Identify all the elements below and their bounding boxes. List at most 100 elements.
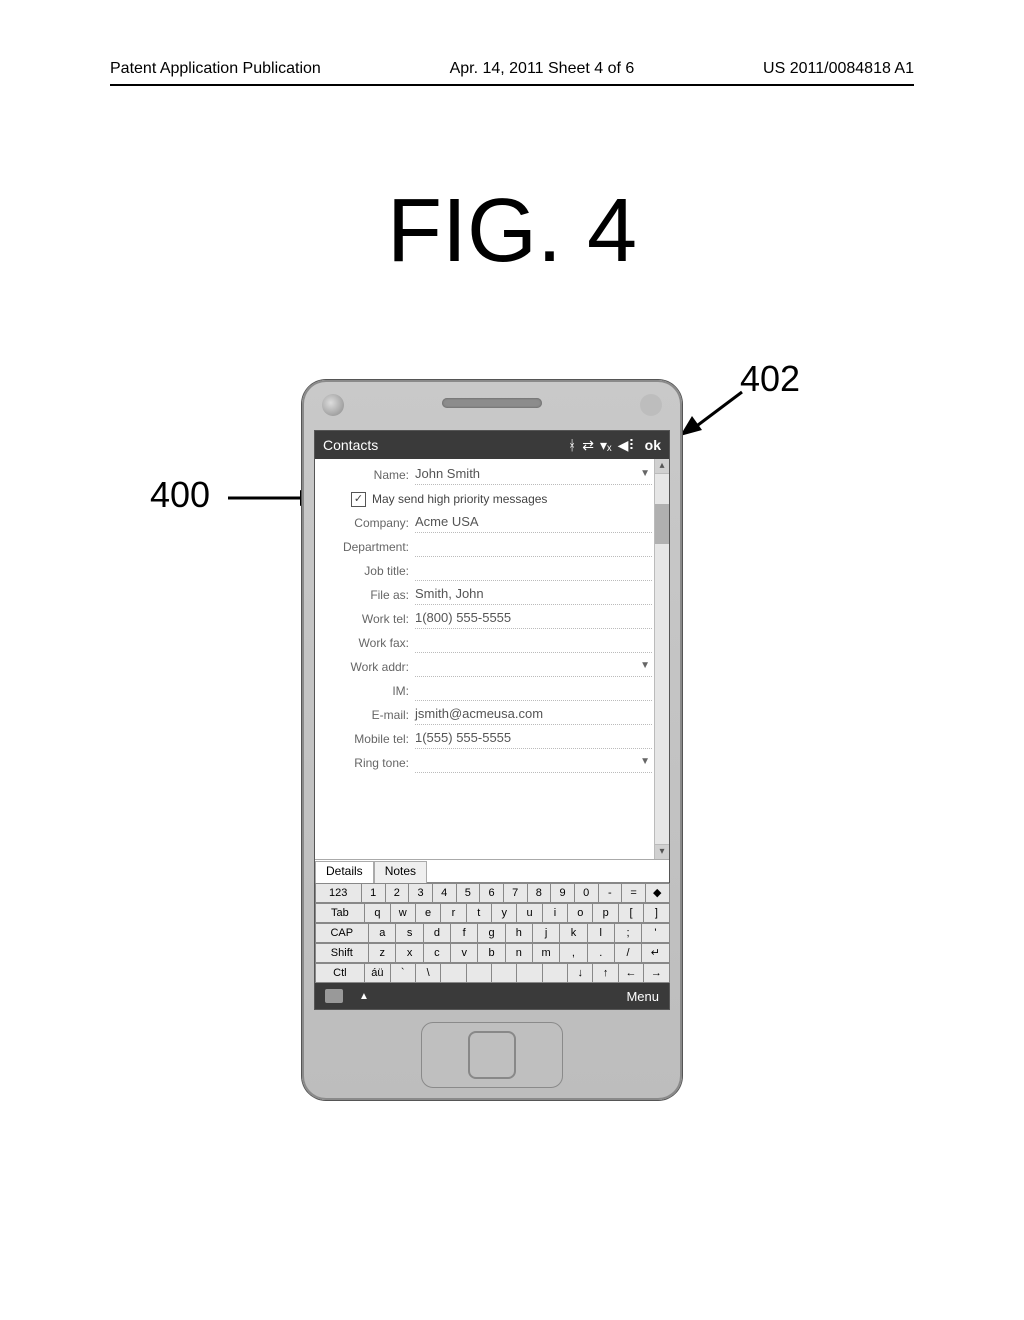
key-v[interactable]: v: [450, 943, 478, 963]
key-↑[interactable]: ↑: [592, 963, 618, 983]
sync-icon[interactable]: ⇄: [582, 437, 594, 454]
key-blank[interactable]: [440, 963, 466, 983]
key-blank[interactable]: [516, 963, 542, 983]
key-b[interactable]: b: [477, 943, 505, 963]
key-'[interactable]: ': [641, 923, 669, 943]
key-←[interactable]: ←: [618, 963, 644, 983]
header-left: Patent Application Publication: [110, 60, 321, 78]
scroll-thumb[interactable]: [655, 504, 669, 544]
scroll-down-button[interactable]: ▾: [655, 844, 669, 859]
key-↵[interactable]: ↵: [641, 943, 669, 963]
key-d[interactable]: d: [423, 923, 451, 943]
key-w[interactable]: w: [390, 903, 416, 923]
key-h[interactable]: h: [505, 923, 533, 943]
field-workfax[interactable]: [415, 634, 652, 653]
field-jobtitle[interactable]: [415, 562, 652, 581]
tab-notes[interactable]: Notes: [374, 861, 427, 883]
key-[[interactable]: [: [618, 903, 644, 923]
key-c[interactable]: c: [423, 943, 451, 963]
key-Ctl[interactable]: Ctl: [315, 963, 366, 983]
key-o[interactable]: o: [567, 903, 593, 923]
softkey-right[interactable]: [526, 1041, 554, 1069]
key-e[interactable]: e: [415, 903, 441, 923]
key-][interactable]: ]: [643, 903, 669, 923]
bluetooth-icon[interactable]: ᚼ: [568, 437, 576, 453]
chevron-down-icon[interactable]: ▼: [640, 756, 650, 767]
scroll-up-button[interactable]: ▴: [655, 459, 669, 474]
tab-details[interactable]: Details: [315, 861, 374, 883]
key-Shift[interactable]: Shift: [315, 943, 370, 963]
key-blank[interactable]: [491, 963, 517, 983]
key-8[interactable]: 8: [527, 883, 552, 903]
ok-button[interactable]: ok: [645, 437, 661, 453]
key-◆[interactable]: ◆: [645, 883, 670, 903]
key-g[interactable]: g: [477, 923, 505, 943]
field-fileas[interactable]: Smith, John: [415, 586, 652, 605]
key--[interactable]: -: [598, 883, 623, 903]
key-5[interactable]: 5: [456, 883, 481, 903]
key-123[interactable]: 123: [315, 883, 362, 903]
scroll-track[interactable]: [655, 544, 669, 844]
key-f[interactable]: f: [450, 923, 478, 943]
key-l[interactable]: l: [587, 923, 615, 943]
key-Tab[interactable]: Tab: [315, 903, 366, 923]
key-9[interactable]: 9: [550, 883, 575, 903]
contact-form: Name: John Smith▼ ✓ May send high priori…: [315, 459, 654, 859]
field-department[interactable]: [415, 538, 652, 557]
key-x[interactable]: x: [395, 943, 423, 963]
key-y[interactable]: y: [491, 903, 517, 923]
key-blank[interactable]: [542, 963, 568, 983]
key-j[interactable]: j: [532, 923, 560, 943]
field-email[interactable]: jsmith@acmeusa.com: [415, 706, 652, 725]
key-k[interactable]: k: [559, 923, 587, 943]
key-i[interactable]: i: [542, 903, 568, 923]
key-4[interactable]: 4: [432, 883, 457, 903]
key-blank[interactable]: [466, 963, 492, 983]
key-m[interactable]: m: [532, 943, 560, 963]
field-company[interactable]: Acme USA: [415, 514, 652, 533]
key-t[interactable]: t: [466, 903, 492, 923]
field-workaddr[interactable]: ▼: [415, 658, 652, 677]
key-.[interactable]: .: [587, 943, 615, 963]
key-`[interactable]: `: [390, 963, 416, 983]
key-a[interactable]: a: [368, 923, 396, 943]
key-áü[interactable]: áü: [364, 963, 390, 983]
key-\[interactable]: \: [415, 963, 441, 983]
key-q[interactable]: q: [364, 903, 390, 923]
softkey-left[interactable]: [430, 1041, 458, 1069]
speaker-icon[interactable]: ◀⠇: [618, 437, 639, 454]
key-u[interactable]: u: [516, 903, 542, 923]
key-r[interactable]: r: [440, 903, 466, 923]
menu-button[interactable]: Menu: [626, 989, 659, 1004]
sip-toggle-icon[interactable]: [325, 989, 343, 1003]
key-CAP[interactable]: CAP: [315, 923, 370, 943]
chevron-down-icon[interactable]: ▼: [640, 468, 650, 479]
field-im[interactable]: [415, 682, 652, 701]
key-/[interactable]: /: [614, 943, 642, 963]
key-;[interactable]: ;: [614, 923, 642, 943]
vertical-scrollbar[interactable]: ▴ ▾: [654, 459, 669, 859]
key-6[interactable]: 6: [479, 883, 504, 903]
key-n[interactable]: n: [505, 943, 533, 963]
sip-up-icon[interactable]: ▲: [359, 991, 369, 1002]
key-7[interactable]: 7: [503, 883, 528, 903]
key-2[interactable]: 2: [385, 883, 410, 903]
priority-checkbox[interactable]: ✓: [351, 492, 366, 507]
chevron-down-icon[interactable]: ▼: [640, 660, 650, 671]
key-1[interactable]: 1: [361, 883, 386, 903]
key-3[interactable]: 3: [408, 883, 433, 903]
key-0[interactable]: 0: [574, 883, 599, 903]
key-→[interactable]: →: [643, 963, 669, 983]
key-=[interactable]: =: [621, 883, 646, 903]
key-s[interactable]: s: [395, 923, 423, 943]
signal-icon: ▾ₓ: [600, 437, 612, 454]
key-↓[interactable]: ↓: [567, 963, 593, 983]
dpad-center[interactable]: [468, 1031, 516, 1079]
field-mobiletel[interactable]: 1(555) 555-5555: [415, 730, 652, 749]
field-worktel[interactable]: 1(800) 555-5555: [415, 610, 652, 629]
key-z[interactable]: z: [368, 943, 396, 963]
key-,[interactable]: ,: [559, 943, 587, 963]
field-ringtone[interactable]: ▼: [415, 754, 652, 773]
key-p[interactable]: p: [592, 903, 618, 923]
field-name[interactable]: John Smith▼: [415, 466, 652, 485]
